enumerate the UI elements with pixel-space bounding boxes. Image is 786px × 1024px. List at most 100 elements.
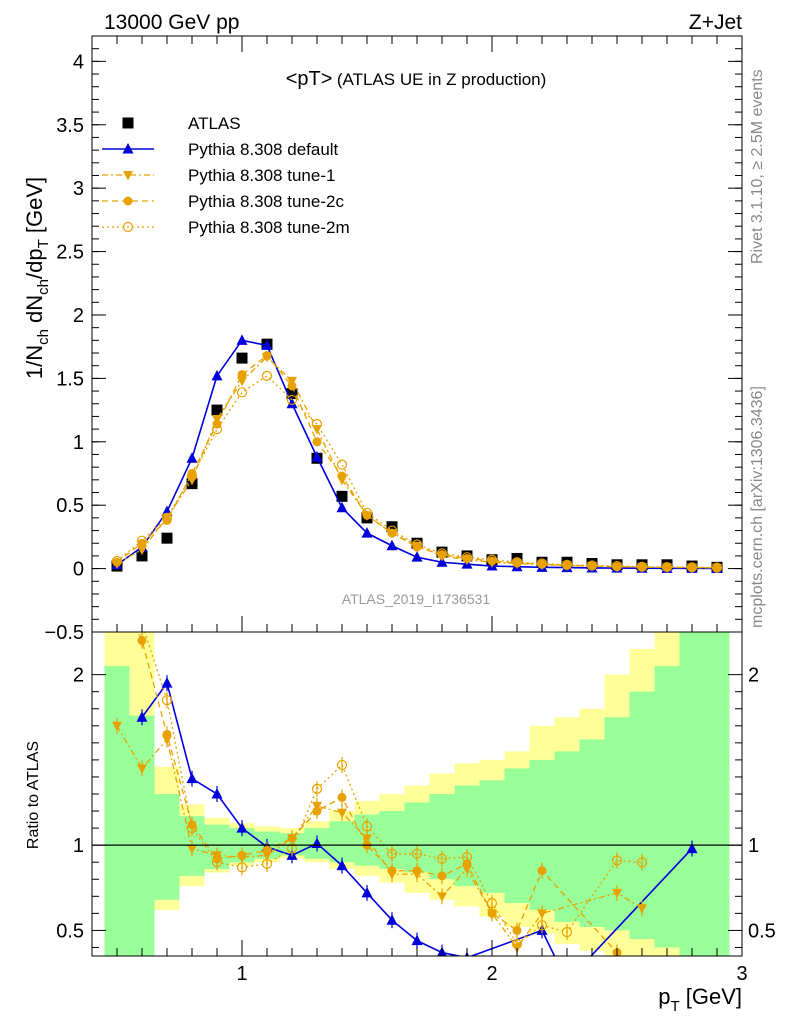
main-point-tune2c [712, 563, 722, 573]
main-point-data [136, 550, 148, 562]
main-point-tune2m [236, 387, 248, 398]
main-line-tune2c [116, 354, 718, 569]
main-ytick-label: 3.5 [56, 115, 84, 137]
legend-label-default: Pythia 8.308 default [188, 140, 339, 159]
ratio-point-default [211, 788, 223, 799]
ratio-point-tune2m [211, 857, 223, 868]
ratio-point-tune1 [137, 764, 147, 774]
main-point-default [261, 339, 273, 350]
ratio-point-tune2m [461, 851, 473, 863]
ratio-point-tune2c [437, 871, 447, 881]
main-point-tune2m [111, 555, 123, 567]
main-ytick-label: 4 [73, 51, 84, 73]
ratio-point-default [686, 842, 698, 854]
ratio-point-default [161, 677, 173, 688]
main-point-tune2c [387, 528, 397, 538]
ratio-point-tune1 [437, 892, 447, 902]
ratio-point-tune2c [162, 729, 172, 739]
main-point-default [186, 452, 198, 463]
ratio-point-tune2m [336, 759, 348, 771]
main-point-default [436, 556, 448, 567]
legend-label-tune1: Pythia 8.308 tune-1 [188, 166, 335, 185]
main-point-tune2m [461, 552, 473, 563]
main-ytick-label: 2 [73, 305, 84, 327]
main-point-default [236, 334, 248, 345]
main-ytick-label: 3 [73, 178, 84, 200]
main-point-tune2m [261, 370, 273, 381]
ratio-point-tune1 [612, 888, 622, 899]
ratio-series-group [112, 632, 698, 987]
ratio-point-tune2m [161, 695, 173, 706]
ratio-point-tune1 [537, 909, 547, 919]
main-point-tune2m [561, 559, 573, 570]
main-point-tune2m [536, 558, 548, 569]
ratio-ytick-label: 2 [73, 665, 84, 687]
main-series-group [111, 334, 723, 574]
main-point-tune2m [611, 560, 623, 572]
main-point-tune2c [312, 437, 322, 447]
ratio-point-tune2m [186, 823, 198, 834]
main-point-tune2m [711, 562, 723, 573]
ratio-point-tune2m [411, 848, 423, 859]
ratio-point-tune2m [611, 855, 623, 866]
main-point-tune2m [636, 561, 648, 572]
ratio-point-default [236, 822, 248, 833]
xtick-label: 3 [736, 963, 747, 985]
main-line-tune2m [116, 375, 718, 569]
main-point-tune2m [361, 507, 373, 518]
ratio-point-tune2c [312, 806, 322, 816]
main-point-tune2m [136, 535, 148, 546]
main-point-default [336, 501, 348, 513]
main-point-data [161, 532, 173, 544]
main-point-tune2m [211, 424, 223, 435]
ratio-ytick-label-right: 2 [748, 665, 759, 687]
main-point-tune2m [311, 418, 323, 430]
ratio-point-default [186, 772, 198, 784]
ratio-band-inner [104, 632, 730, 956]
x-axis-label: pT [GeV] [658, 984, 742, 1015]
main-axes: −0.5 0 0.5 1 1.5 2 2.5 3 3.5 4 [45, 35, 743, 644]
legend-label-data: ATLAS [188, 114, 241, 133]
main-point-data [386, 521, 398, 533]
main-point-tune2m [286, 394, 298, 406]
main-point-tune2c [337, 471, 347, 481]
ratio-point-tune2m [636, 857, 648, 868]
main-point-default [211, 369, 223, 381]
main-point-tune2m [386, 525, 398, 536]
ratio-ytick-label-right: 0.5 [748, 920, 776, 942]
ratio-point-tune2m [386, 848, 398, 859]
main-point-tune2m [336, 459, 348, 470]
main-point-tune2m [586, 560, 598, 571]
main-point-default [411, 551, 423, 562]
main-point-tune2c [287, 381, 297, 391]
main-point-tune2c [362, 510, 372, 520]
main-point-tune2m [511, 557, 523, 568]
main-title: <pT> (ATLAS UE in Z production) [286, 68, 547, 90]
main-point-tune2m [661, 561, 673, 573]
main-ytick-label: 0.5 [56, 495, 84, 517]
main-point-default [311, 451, 323, 462]
main-point-data [286, 388, 298, 400]
main-point-default [286, 397, 298, 409]
legend-marker-data [122, 117, 134, 129]
ratio-point-tune1 [337, 808, 347, 819]
ratio-point-default [411, 934, 423, 946]
ratio-point-tune2c [537, 866, 547, 876]
ratio-point-tune2m [361, 821, 373, 832]
ratio-point-tune2m [436, 853, 448, 864]
main-point-tune2c [237, 370, 247, 380]
main-ylabel: 1/Nch dNch/dpT [GeV] [22, 177, 52, 379]
ratio-point-tune2m [311, 783, 323, 794]
ratio-point-tune2c [287, 833, 297, 843]
ratio-point-default [136, 711, 148, 722]
ratio-point-tune2c [512, 925, 522, 935]
ratio-point-default [562, 976, 573, 987]
legend-marker-tune2m [122, 221, 134, 233]
main-point-default [361, 527, 373, 538]
main-point-tune2m [486, 554, 498, 565]
main-point-default [386, 539, 398, 551]
main-point-tune2c [137, 538, 147, 548]
ratio-ytick-label: 0.5 [56, 920, 84, 942]
ratio-uncertainty-bands [104, 632, 730, 956]
